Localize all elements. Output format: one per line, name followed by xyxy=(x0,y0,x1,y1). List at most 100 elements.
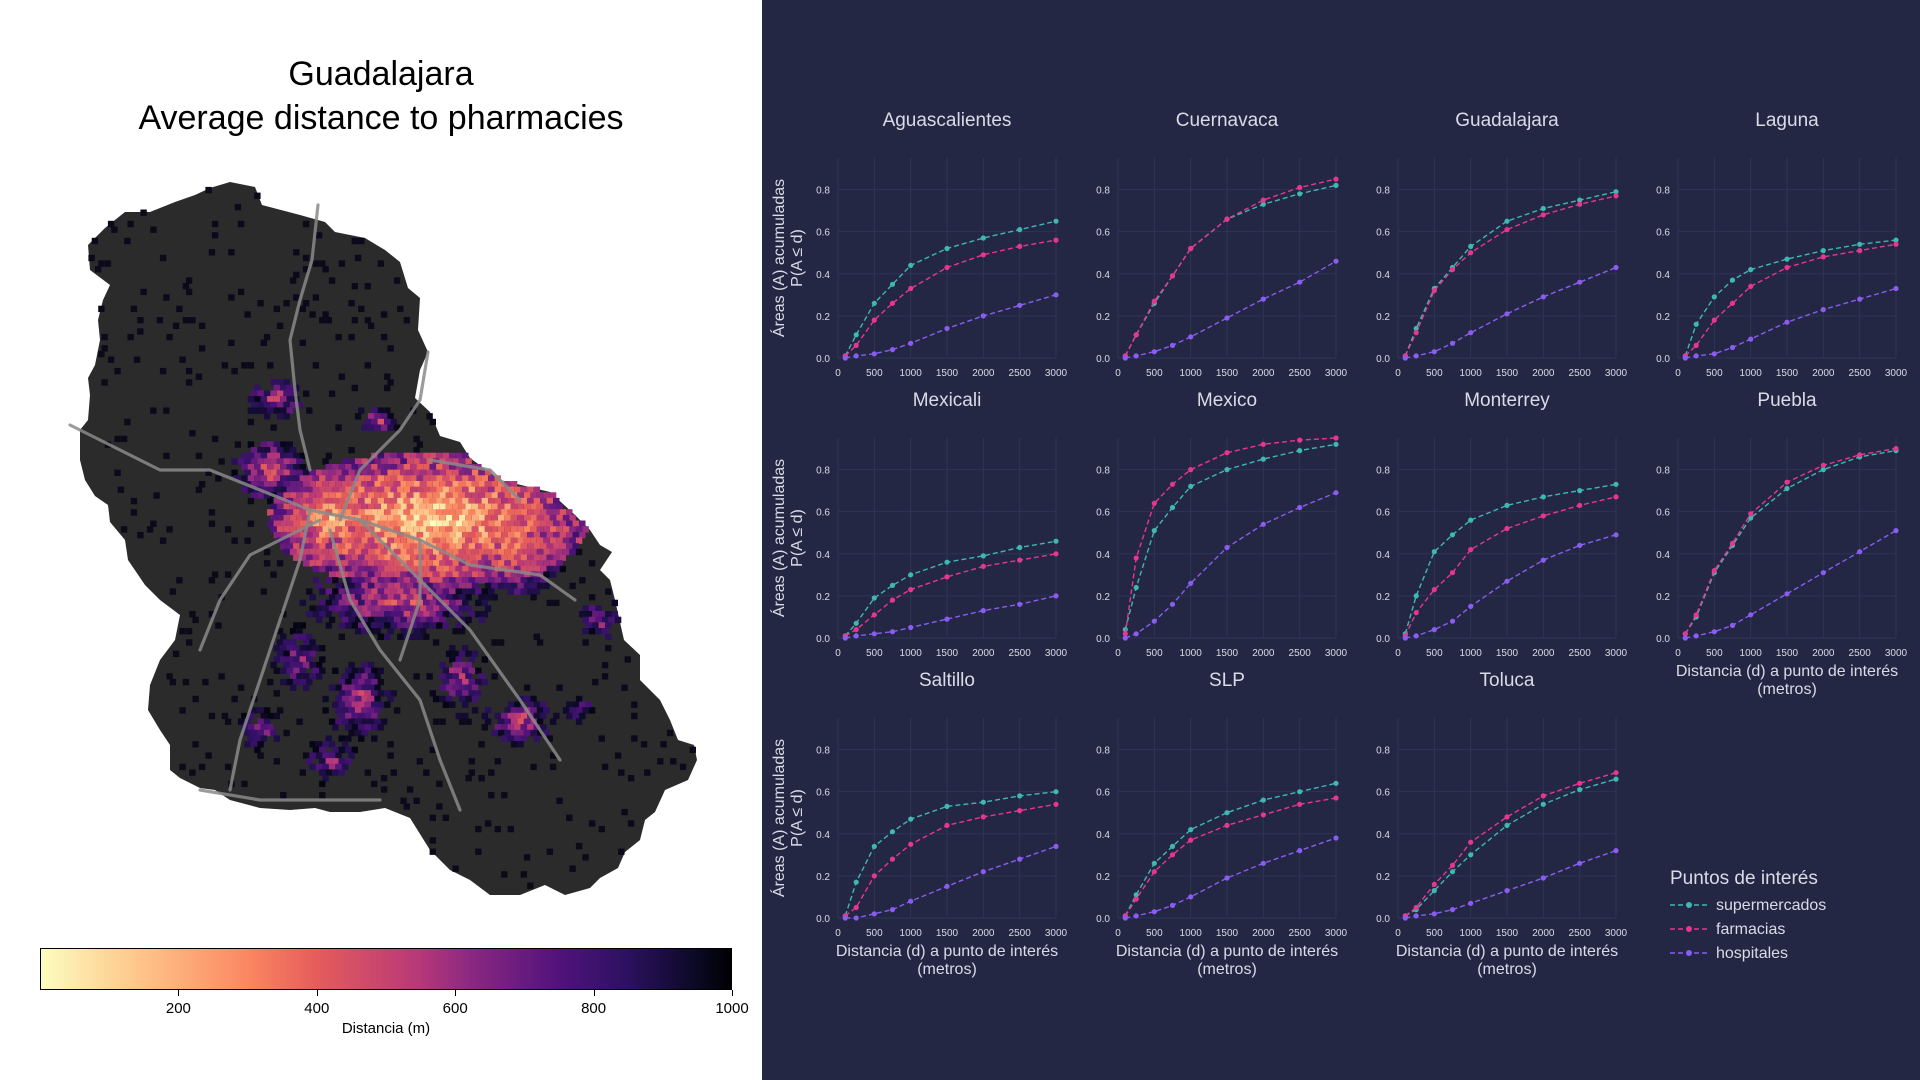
facet-monterrey: Monterrey 0 500 1000 1500 2000 2500 3000 0.0 0.2 0… xyxy=(1376,390,1627,659)
data-point-farmacias xyxy=(1260,197,1266,203)
data-point-farmacias xyxy=(1449,570,1456,576)
data-point-supermercados xyxy=(1540,205,1546,212)
data-point-hospitales xyxy=(1188,580,1194,586)
data-point-supermercados xyxy=(908,572,914,578)
series-line-supermercados xyxy=(844,220,1057,357)
data-point-hospitales xyxy=(944,325,950,332)
data-point-hospitales xyxy=(1504,578,1510,584)
data-point-farmacias xyxy=(1413,904,1419,911)
data-point-hospitales xyxy=(1151,909,1157,915)
facet-toluca: Toluca 0 500 1000 1500 2000 2500 3000 0.0 0.2 0.4 0… xyxy=(1376,670,1627,978)
y-tick-label: 0.4 xyxy=(816,550,830,561)
y-tick-label: 0.2 xyxy=(816,312,830,323)
data-point-farmacias xyxy=(1431,881,1437,887)
data-point-supermercados xyxy=(1468,852,1474,858)
series-line-farmacias xyxy=(1124,178,1337,357)
data-point-farmacias xyxy=(853,342,859,348)
facet-puebla: Puebla 0 500 1000 1500 2000 2500 3000 0.0 0.2 0.4 0… xyxy=(1656,390,1907,698)
x-tick-label: 500 xyxy=(1426,928,1443,939)
data-point-hospitales xyxy=(1540,557,1546,563)
facet-title: Puebla xyxy=(1757,390,1817,411)
facet-title: Cuernavaca xyxy=(1176,110,1279,131)
data-point-farmacias xyxy=(1188,467,1194,473)
data-point-supermercados xyxy=(1169,504,1176,511)
y-tick-label: 0.0 xyxy=(1376,914,1390,925)
y-tick-label: 0.8 xyxy=(1376,186,1390,197)
x-tick-label: 2500 xyxy=(1569,928,1592,939)
data-point-hospitales xyxy=(1613,264,1619,271)
data-point-hospitales xyxy=(1188,894,1194,900)
data-point-farmacias xyxy=(1333,795,1339,801)
y-axis-label: Áreas (A) acumuladas xyxy=(769,739,788,897)
data-point-hospitales xyxy=(980,608,986,614)
colorbar-tick xyxy=(455,990,457,996)
facet-slp: SLP 0 500 1000 1500 2000 2500 3000 0.0 0.2 0.4 0.6 0… xyxy=(1096,670,1347,978)
series-line-hospitales xyxy=(845,294,1057,359)
x-tick-label: 500 xyxy=(1706,368,1723,379)
x-tick-label: 2000 xyxy=(1812,368,1835,379)
y-tick-label: 0.2 xyxy=(1096,312,1110,323)
data-point-farmacias xyxy=(1169,481,1176,487)
data-point-hospitales xyxy=(1893,285,1899,292)
x-tick-label: 2500 xyxy=(1849,648,1872,659)
x-tick-label: 1000 xyxy=(1460,648,1483,659)
data-point-farmacias xyxy=(1169,273,1176,279)
data-point-supermercados xyxy=(1188,483,1194,489)
data-point-farmacias xyxy=(1017,243,1023,249)
facet-cuernavaca: Cuernavaca 0 500 1000 1500 2000 2500 3000 0.0 0.2… xyxy=(1096,110,1347,379)
x-tick-label: 2500 xyxy=(1009,368,1032,379)
data-point-farmacias xyxy=(1748,283,1754,289)
data-point-hospitales xyxy=(1449,907,1456,913)
y-axis-label: Áreas (A) acumuladas xyxy=(769,459,788,617)
data-point-hospitales xyxy=(1333,258,1339,264)
facet-aguascalientes: Aguascalientes 0 500 1000 1500 2000 2500 3000 0.… xyxy=(769,110,1068,379)
y-tick-label: 0.4 xyxy=(1096,550,1110,561)
data-point-farmacias xyxy=(1784,479,1790,485)
data-point-hospitales xyxy=(1260,860,1266,866)
data-point-hospitales xyxy=(1784,591,1790,597)
data-point-hospitales xyxy=(1577,279,1583,285)
data-point-supermercados xyxy=(1820,248,1826,254)
data-point-supermercados xyxy=(1169,843,1176,850)
road-line xyxy=(398,538,422,662)
data-point-supermercados xyxy=(853,620,859,626)
x-tick-label: 2500 xyxy=(1289,368,1312,379)
data-point-hospitales xyxy=(1577,860,1583,866)
data-point-farmacias xyxy=(1017,557,1023,563)
data-point-farmacias xyxy=(1820,254,1826,260)
data-point-farmacias xyxy=(1297,801,1303,807)
x-tick-label: 3000 xyxy=(1885,648,1908,659)
y-tick-label: 0.6 xyxy=(816,788,830,799)
y-tick-label: 0.8 xyxy=(1376,466,1390,477)
data-point-farmacias xyxy=(908,587,914,593)
series-line-supermercados xyxy=(1124,443,1337,630)
data-point-farmacias xyxy=(1711,317,1717,323)
data-point-hospitales xyxy=(944,883,950,890)
data-point-farmacias xyxy=(1693,342,1699,348)
data-point-farmacias xyxy=(871,317,877,323)
data-point-supermercados xyxy=(1333,441,1339,447)
x-tick-label: 0 xyxy=(1395,368,1401,379)
data-point-farmacias xyxy=(1053,801,1059,807)
data-point-farmacias xyxy=(1893,241,1899,247)
data-point-hospitales xyxy=(1017,856,1023,862)
x-tick-label: 2500 xyxy=(1569,368,1592,379)
data-point-hospitales xyxy=(1682,355,1688,361)
colorbar-tick-label: 600 xyxy=(442,1000,468,1017)
data-point-hospitales xyxy=(1413,353,1419,359)
colorbar-tick xyxy=(593,990,595,996)
data-point-supermercados xyxy=(1504,218,1510,224)
data-point-supermercados xyxy=(1017,793,1023,799)
data-point-hospitales xyxy=(1431,911,1437,917)
legend-marker-farmacias xyxy=(1686,926,1692,932)
x-tick-label: 2000 xyxy=(1532,648,1555,659)
data-point-farmacias xyxy=(908,285,914,292)
series-line-hospitales xyxy=(1125,492,1337,639)
x-tick-label: 1000 xyxy=(1180,648,1203,659)
data-point-supermercados xyxy=(1468,517,1474,523)
legend-item-supermercados: supermercados xyxy=(1716,897,1826,914)
facet-title: Monterrey xyxy=(1464,390,1550,411)
data-point-supermercados xyxy=(1053,538,1059,544)
y-tick-label: 0.6 xyxy=(1656,508,1670,519)
series-line-farmacias xyxy=(844,803,1057,917)
